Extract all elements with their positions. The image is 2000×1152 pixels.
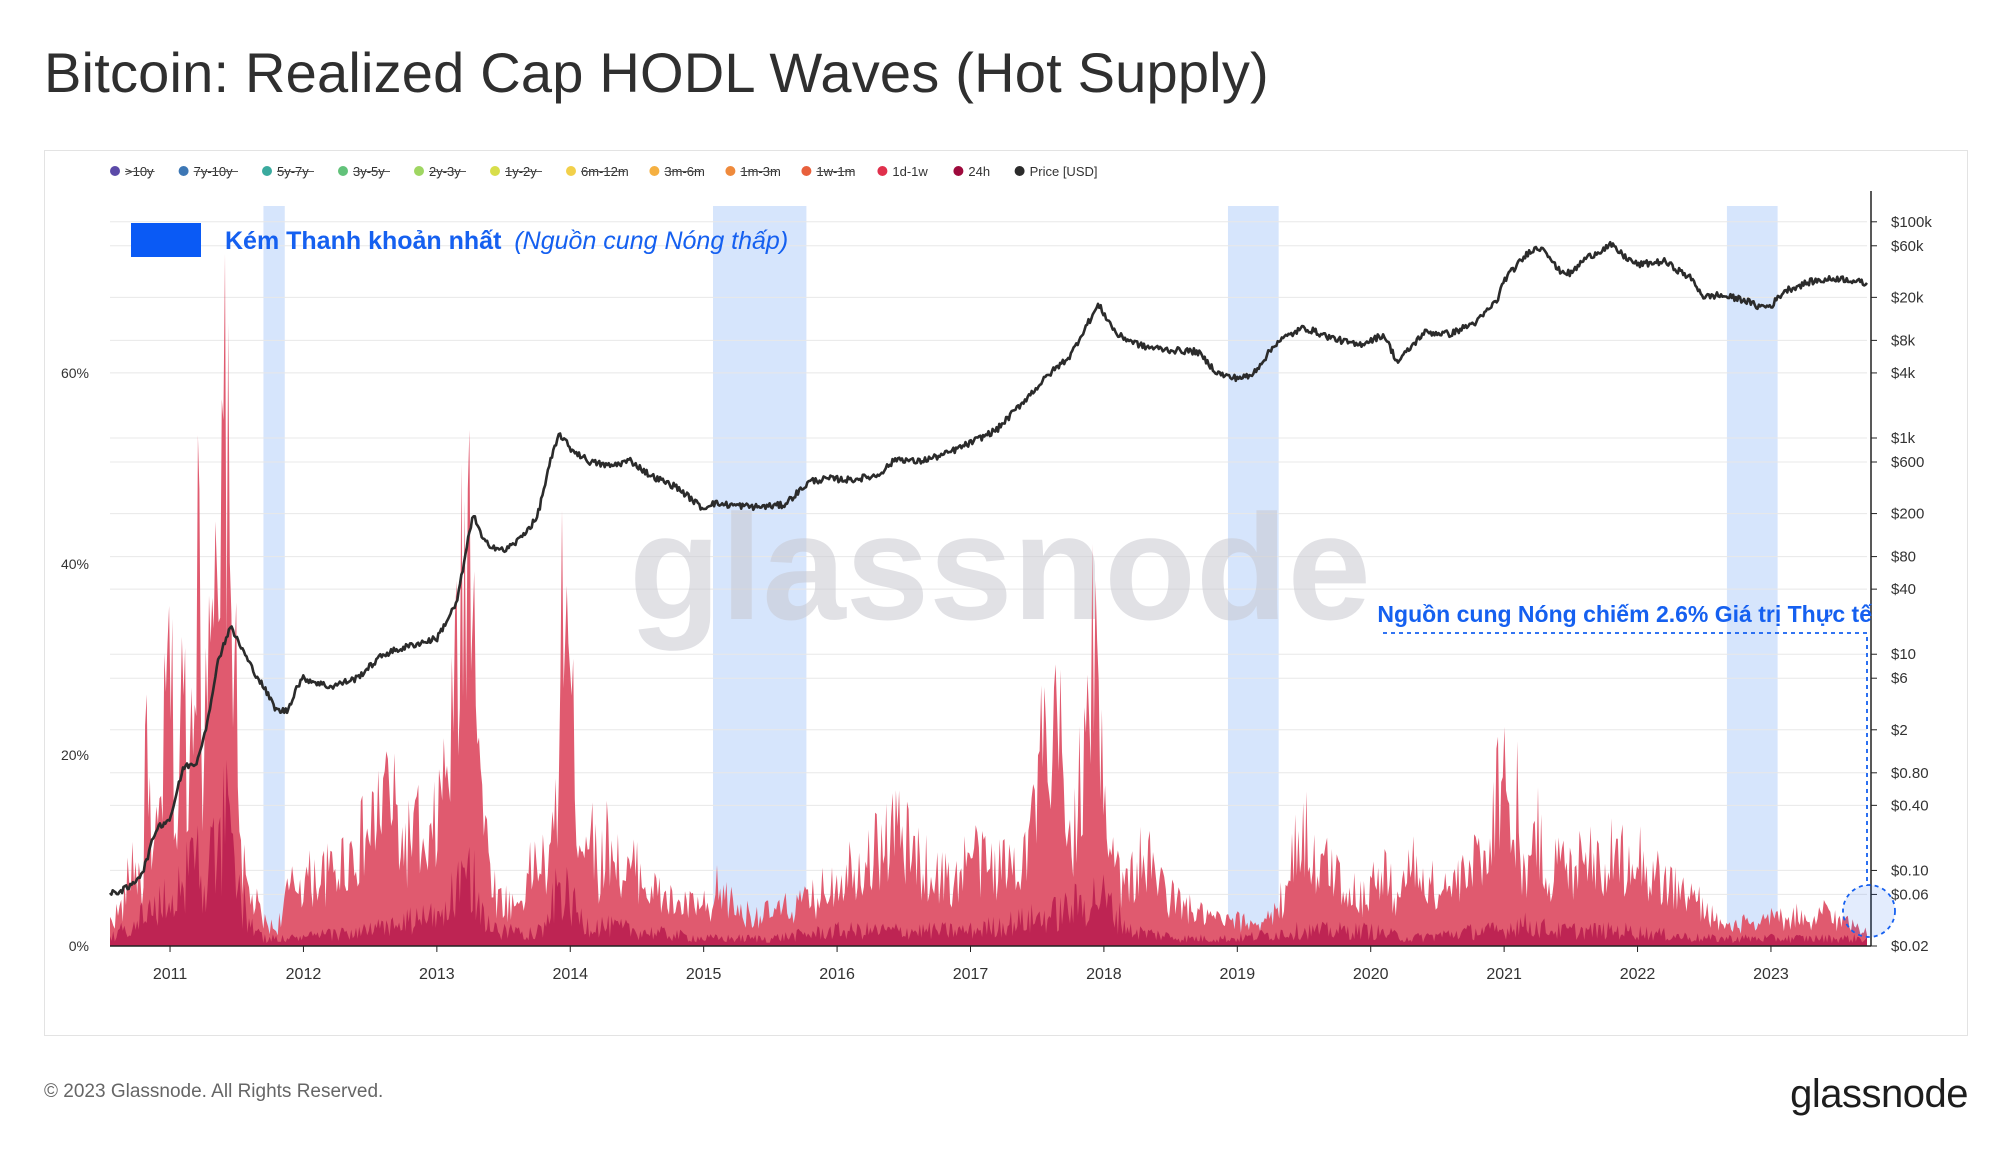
legend-item[interactable]: 1m-3m [725, 164, 781, 179]
legend-dot [414, 166, 424, 176]
legend-item[interactable]: 6m-12m [566, 164, 629, 179]
legend-label: 24h [968, 164, 990, 179]
x-tick-label: 2023 [1753, 966, 1789, 983]
callout-leader-line [1383, 632, 1868, 886]
y-left-tick-label: 20% [61, 747, 89, 763]
chart-title: Bitcoin: Realized Cap HODL Waves (Hot Su… [44, 41, 1269, 104]
y-right-tick-label: $0.02 [1891, 938, 1929, 955]
y-right-tick-label: $40 [1891, 581, 1916, 598]
y-right-tick-label: $20k [1891, 289, 1924, 306]
chart-legend[interactable]: >10y 7y-10y 5y-7y 3y-5y 2y-3y 1y-2y 6m-12m 3m-6… [110, 164, 1098, 179]
legend-dot [953, 166, 964, 176]
x-tick-label: 2022 [1620, 966, 1656, 983]
y-left-tick-label: 0% [69, 938, 89, 954]
y-right-tick-label: $0.40 [1891, 797, 1929, 814]
x-tick-label: 2017 [953, 966, 989, 983]
legend-item[interactable]: >10y [110, 164, 155, 179]
illiquid-legend-bold: Kém Thanh khoản nhất [225, 227, 502, 255]
y-right-tick-label: $100k [1891, 214, 1932, 231]
y-right-tick-label: $600 [1891, 454, 1924, 471]
y-right-tick-label: $0.10 [1891, 862, 1929, 879]
legend-dot [338, 166, 348, 176]
illiquid-legend-swatch [131, 223, 201, 257]
axes: 2011 2012 2013 2014 2015 2016 2017 2018 2019 2020… [61, 191, 1932, 983]
x-tick-label: 2020 [1353, 966, 1389, 983]
y-right-tick-label: $2 [1891, 722, 1908, 739]
legend-label: 1d-1w [892, 164, 928, 179]
x-tick-label: 2021 [1486, 966, 1522, 983]
y-right-tick-label: $60k [1891, 238, 1924, 255]
y-right-tick-label: $4k [1891, 365, 1916, 382]
legend-dot [110, 166, 120, 176]
area-series [110, 253, 1867, 947]
legend-dot [801, 166, 812, 176]
x-tick-label: 2015 [686, 966, 722, 983]
y-left-tick-label: 40% [61, 556, 89, 572]
y-right-tick-label: $8k [1891, 332, 1916, 349]
x-tick-label: 2011 [153, 966, 188, 983]
legend-item[interactable]: 1d-1w [877, 164, 928, 179]
legend-dot [490, 166, 500, 176]
highlight-band [263, 206, 285, 946]
legend-item[interactable]: 2y-3y [414, 164, 466, 179]
x-tick-label: 2018 [1086, 966, 1122, 983]
highlight-band [1227, 206, 1279, 946]
illiquid-legend-italic: (Nguồn cung Nóng thấp) [514, 227, 788, 255]
annotations: Kém Thanh khoản nhất (Nguồn cung Nóng th… [131, 223, 1896, 938]
x-tick-label: 2013 [419, 966, 455, 983]
y-right-tick-label: $10 [1891, 646, 1916, 663]
gridlines [110, 221, 1867, 947]
glassnode-logo[interactable]: glassnode [1790, 1072, 1968, 1116]
chart-panel: >10y 7y-10y 5y-7y 3y-5y 2y-3y 1y-2y 6m-12m 3m-6… [44, 150, 1968, 1036]
legend-item[interactable]: 7y-10y [178, 164, 238, 179]
legend-item[interactable]: 1w-1m [801, 164, 855, 179]
chart-canvas: >10y 7y-10y 5y-7y 3y-5y 2y-3y 1y-2y 6m-12m 3m-6… [61, 164, 1932, 983]
legend-dot [1014, 166, 1025, 176]
illiquid-legend-label: Kém Thanh khoản nhất (Nguồn cung Nóng th… [225, 227, 788, 255]
legend-dot [649, 166, 660, 176]
legend-dot [566, 166, 576, 176]
y-right-tick-label: $1k [1891, 430, 1916, 447]
legend-dot [877, 166, 888, 176]
legend-item[interactable]: 3m-6m [649, 164, 705, 179]
y-right-tick-label: $80 [1891, 549, 1916, 566]
highlight-periods [263, 206, 1778, 946]
legend-dot [178, 166, 189, 176]
y-left-tick-label: 60% [61, 365, 89, 381]
y-right-tick-label: $200 [1891, 506, 1924, 523]
y-right-tick-label: $0.80 [1891, 765, 1929, 782]
legend-item[interactable]: 3y-5y [338, 164, 390, 179]
hot-supply-callout: Nguồn cung Nóng chiếm 2.6% Giá trị Thực … [1377, 601, 1872, 627]
callout-marker-circle [1842, 884, 1896, 938]
x-tick-label: 2016 [819, 966, 855, 983]
legend-item[interactable]: 24h [953, 164, 990, 179]
x-tick-label: 2012 [286, 966, 322, 983]
y-right-tick-label: $0.06 [1891, 886, 1929, 903]
watermark: glassnode [629, 483, 1371, 651]
legend-item[interactable]: 1y-2y [490, 164, 542, 179]
copyright-text: © 2023 Glassnode. All Rights Reserved. [44, 1081, 384, 1102]
price-series [108, 240, 1869, 896]
legend-dot [725, 166, 736, 176]
y-right-tick-label: $6 [1891, 670, 1908, 687]
price-line [108, 240, 1869, 896]
legend-item[interactable]: 5y-7y [262, 164, 314, 179]
x-tick-label: 2019 [1220, 966, 1256, 983]
highlight-band [1726, 206, 1778, 946]
legend-label: Price [USD] [1030, 164, 1098, 179]
x-tick-label: 2014 [552, 966, 588, 983]
legend-item[interactable]: Price [USD] [1014, 164, 1098, 179]
highlight-band [713, 206, 807, 946]
legend-dot [262, 166, 272, 176]
area-1d-1w [110, 253, 1867, 947]
